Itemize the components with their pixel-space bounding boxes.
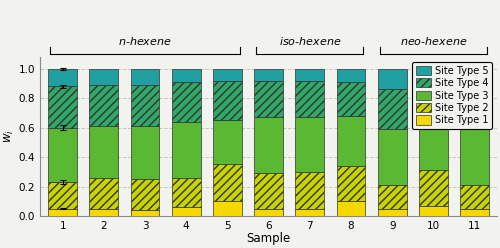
Bar [90,69,118,85]
Bar [419,170,448,206]
Bar [172,82,201,122]
Bar [460,209,489,216]
Bar [48,86,77,128]
Bar [254,69,283,81]
Y-axis label: $w_i$: $w_i$ [3,129,16,143]
Bar [460,89,489,129]
Bar [460,69,489,89]
Bar [296,172,324,209]
Bar [48,128,77,182]
Bar [336,166,366,201]
X-axis label: Sample: Sample [246,232,290,245]
Bar [172,178,201,207]
Bar [213,120,242,164]
Bar [378,69,406,89]
Bar [419,86,448,126]
Bar [419,69,448,86]
Text: $neo$-hexene: $neo$-hexene [400,35,467,47]
Bar [172,207,201,216]
Bar [336,116,366,166]
Bar [213,81,242,120]
Bar [213,69,242,81]
Bar [48,209,77,216]
Bar [130,69,160,85]
Bar [130,179,160,210]
Bar [378,129,406,185]
Bar [130,126,160,179]
Bar [378,89,406,129]
Bar [254,173,283,209]
Bar [48,182,77,209]
Bar [378,209,406,216]
Bar [90,209,118,216]
Bar [130,85,160,126]
Bar [460,129,489,185]
Bar [296,69,324,81]
Bar [213,201,242,216]
Text: $iso$-hexene: $iso$-hexene [278,35,341,47]
Bar [296,81,324,117]
Bar [378,185,406,209]
Bar [172,122,201,178]
Bar [460,185,489,209]
Bar [336,69,366,82]
Bar [90,85,118,126]
Bar [419,206,448,216]
Bar [254,117,283,173]
Bar [90,126,118,178]
Bar [172,69,201,82]
Bar [130,210,160,216]
Bar [254,209,283,216]
Bar [336,82,366,116]
Bar [90,178,118,209]
Bar [336,201,366,216]
Bar [254,81,283,117]
Bar [419,126,448,170]
Legend: Site Type 5, Site Type 4, Site Type 3, Site Type 2, Site Type 1: Site Type 5, Site Type 4, Site Type 3, S… [412,62,492,129]
Bar [296,117,324,172]
Bar [213,164,242,201]
Text: $n$-hexene: $n$-hexene [118,35,172,47]
Bar [296,209,324,216]
Bar [48,69,77,86]
